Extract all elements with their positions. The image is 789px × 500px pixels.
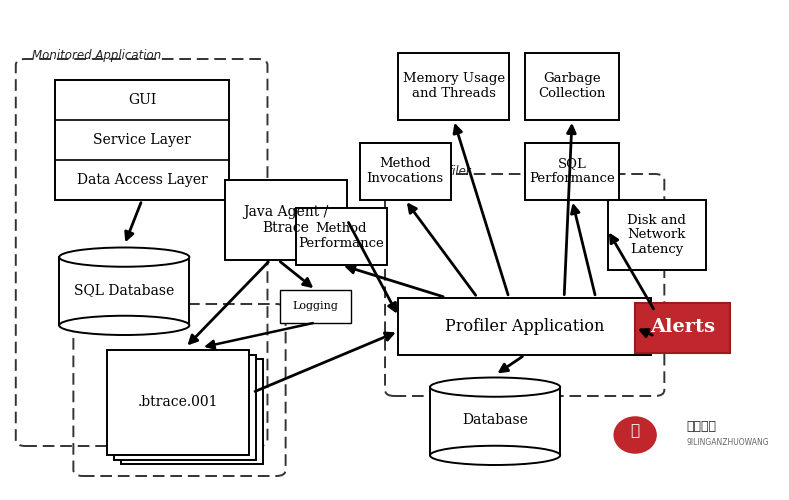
Text: .btrace.001: .btrace.001 bbox=[137, 396, 218, 409]
Bar bbox=[398, 52, 509, 120]
Text: Logging: Logging bbox=[293, 301, 338, 311]
Bar bbox=[114, 354, 256, 460]
Text: GUI: GUI bbox=[128, 93, 156, 107]
Bar bbox=[525, 142, 619, 200]
Text: Service Layer: Service Layer bbox=[93, 133, 191, 147]
Bar bbox=[430, 387, 560, 456]
Bar bbox=[635, 302, 730, 352]
Bar bbox=[121, 359, 263, 464]
Text: 9ILINGANZHUOWANG: 9ILINGANZHUOWANG bbox=[686, 438, 769, 447]
Text: Memory Usage
and Threads: Memory Usage and Threads bbox=[402, 72, 505, 100]
Bar bbox=[296, 208, 387, 265]
Text: Data Access Layer: Data Access Layer bbox=[77, 173, 208, 187]
Text: Method
Performance: Method Performance bbox=[298, 222, 384, 250]
Ellipse shape bbox=[59, 248, 189, 267]
Text: Alerts: Alerts bbox=[650, 318, 715, 336]
Bar bbox=[360, 142, 451, 200]
Text: Disk and
Network
Latency: Disk and Network Latency bbox=[627, 214, 686, 256]
Text: SQL Database: SQL Database bbox=[74, 284, 174, 298]
Text: Java Profiler: Java Profiler bbox=[401, 164, 472, 177]
Text: Java Agent /
Btrace: Java Agent / Btrace bbox=[243, 205, 329, 235]
Bar bbox=[55, 80, 229, 200]
Text: Profiler Application: Profiler Application bbox=[445, 318, 604, 335]
Text: 九: 九 bbox=[630, 424, 640, 438]
Bar bbox=[59, 257, 189, 326]
Bar bbox=[225, 180, 347, 260]
Text: Method
Invocations: Method Invocations bbox=[367, 157, 443, 185]
Text: SQL
Performance: SQL Performance bbox=[529, 157, 615, 185]
Text: 零安卓网: 零安卓网 bbox=[686, 420, 716, 432]
Bar bbox=[280, 290, 351, 322]
Bar bbox=[107, 350, 249, 455]
Ellipse shape bbox=[430, 446, 560, 465]
Ellipse shape bbox=[614, 416, 656, 454]
Text: Filesystem: Filesystem bbox=[89, 294, 152, 308]
Ellipse shape bbox=[59, 316, 189, 335]
Bar bbox=[608, 200, 706, 270]
Text: Database: Database bbox=[462, 414, 528, 428]
Ellipse shape bbox=[430, 378, 560, 397]
Text: Garbage
Collection: Garbage Collection bbox=[538, 72, 606, 100]
Bar bbox=[398, 298, 651, 355]
Bar bbox=[525, 52, 619, 120]
Text: Monitored Application: Monitored Application bbox=[32, 50, 161, 62]
